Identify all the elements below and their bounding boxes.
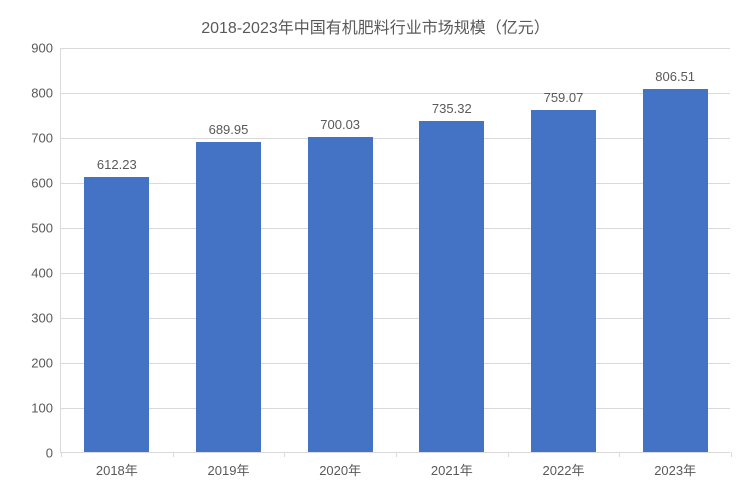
x-axis-label: 2022年	[543, 452, 585, 479]
y-axis-label: 600	[31, 176, 61, 191]
y-axis-label: 800	[31, 86, 61, 101]
chart-title: 2018-2023年中国有机肥料行业市场规模（亿元）	[0, 0, 751, 38]
bar-value-label: 806.51	[655, 69, 695, 89]
bar-value-label: 612.23	[97, 157, 137, 177]
gridline	[61, 408, 730, 409]
y-axis-label: 400	[31, 266, 61, 281]
x-tick	[731, 452, 732, 457]
y-axis-label: 500	[31, 221, 61, 236]
x-axis-label: 2018年	[96, 452, 138, 479]
bar-value-label: 759.07	[544, 90, 584, 110]
bar: 759.07	[531, 110, 596, 452]
x-axis-label: 2023年	[654, 452, 696, 479]
bar-value-label: 700.03	[320, 117, 360, 137]
bar-value-label: 689.95	[209, 122, 249, 142]
x-tick	[508, 452, 509, 457]
gridline	[61, 183, 730, 184]
gridline	[61, 228, 730, 229]
bar-value-label: 735.32	[432, 101, 472, 121]
gridline	[61, 48, 730, 49]
gridline	[61, 93, 730, 94]
y-axis-label: 700	[31, 131, 61, 146]
y-axis-label: 0	[46, 446, 61, 461]
gridline	[61, 138, 730, 139]
bar: 612.23	[84, 177, 149, 453]
x-tick	[284, 452, 285, 457]
y-axis-label: 900	[31, 41, 61, 56]
bar: 689.95	[196, 142, 261, 452]
gridline	[61, 318, 730, 319]
x-axis-label: 2021年	[431, 452, 473, 479]
x-tick	[173, 452, 174, 457]
x-tick	[396, 452, 397, 457]
chart-container: 2018-2023年中国有机肥料行业市场规模（亿元） 0100200300400…	[0, 0, 751, 500]
y-axis-label: 300	[31, 311, 61, 326]
y-axis-label: 200	[31, 356, 61, 371]
y-axis-label: 100	[31, 401, 61, 416]
x-tick	[619, 452, 620, 457]
bar: 806.51	[643, 89, 708, 452]
x-tick	[61, 452, 62, 457]
x-axis-label: 2019年	[208, 452, 250, 479]
gridline	[61, 273, 730, 274]
bar: 700.03	[308, 137, 373, 452]
bar: 735.32	[419, 121, 484, 452]
x-axis-label: 2020年	[319, 452, 361, 479]
gridline	[61, 363, 730, 364]
plot-area: 01002003004005006007008009002018年612.232…	[60, 48, 730, 453]
